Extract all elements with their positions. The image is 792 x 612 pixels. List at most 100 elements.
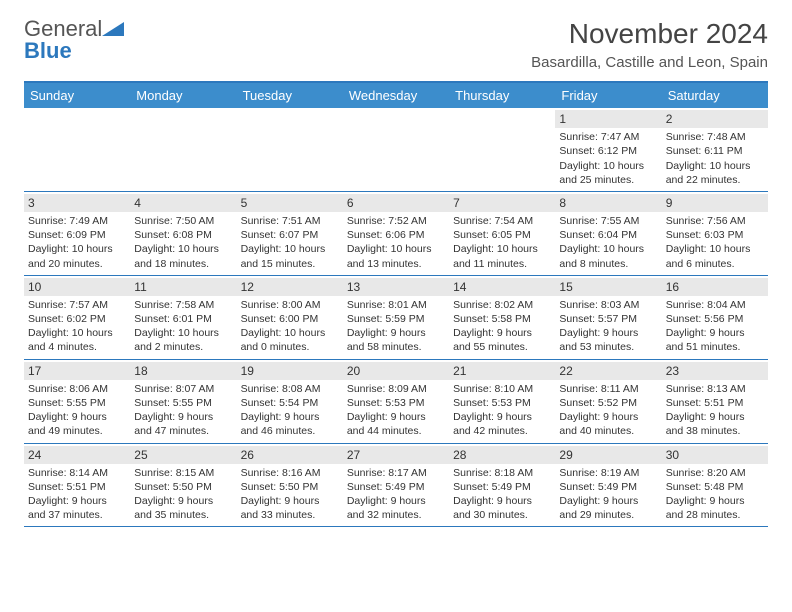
- week-row: 3Sunrise: 7:49 AMSunset: 6:09 PMDaylight…: [24, 192, 768, 276]
- sunrise-label: Sunrise: 8:17 AM: [347, 466, 445, 480]
- day-number: 15: [555, 278, 661, 296]
- day-number: 1: [555, 110, 661, 128]
- sunset-label: Sunset: 5:56 PM: [666, 312, 764, 326]
- day-number: 23: [662, 362, 768, 380]
- week-row: 10Sunrise: 7:57 AMSunset: 6:02 PMDayligh…: [24, 276, 768, 360]
- sunrise-label: Sunrise: 7:52 AM: [347, 214, 445, 228]
- daylight-label: Daylight: 10 hours and 25 minutes.: [559, 159, 657, 187]
- sunset-label: Sunset: 6:00 PM: [241, 312, 339, 326]
- weekday-header: Sunday: [24, 83, 130, 108]
- sunrise-label: Sunrise: 7:50 AM: [134, 214, 232, 228]
- day-number: [343, 110, 449, 112]
- sunset-label: Sunset: 6:11 PM: [666, 144, 764, 158]
- header-bar: General Blue November 2024 Basardilla, C…: [24, 18, 768, 71]
- sunrise-label: Sunrise: 8:08 AM: [241, 382, 339, 396]
- day-number: [24, 110, 130, 112]
- day-number: 24: [24, 446, 130, 464]
- daylight-label: Daylight: 10 hours and 8 minutes.: [559, 242, 657, 270]
- day-number: 16: [662, 278, 768, 296]
- sunrise-label: Sunrise: 8:10 AM: [453, 382, 551, 396]
- sunset-label: Sunset: 6:04 PM: [559, 228, 657, 242]
- sunset-label: Sunset: 6:02 PM: [28, 312, 126, 326]
- weekday-header: Wednesday: [343, 83, 449, 108]
- sunrise-label: Sunrise: 7:54 AM: [453, 214, 551, 228]
- logo: General Blue: [24, 18, 124, 62]
- day-cell: 29Sunrise: 8:19 AMSunset: 5:49 PMDayligh…: [555, 444, 661, 527]
- sunrise-label: Sunrise: 7:49 AM: [28, 214, 126, 228]
- day-cell: 26Sunrise: 8:16 AMSunset: 5:50 PMDayligh…: [237, 444, 343, 527]
- daylight-label: Daylight: 9 hours and 29 minutes.: [559, 494, 657, 522]
- month-title: November 2024: [531, 18, 768, 50]
- week-row: 1 Sunrise: 7:47 AMSunset: 6:12 PMDaylight…: [24, 108, 768, 192]
- logo-text: General Blue: [24, 18, 124, 62]
- sunrise-label: Sunrise: 7:51 AM: [241, 214, 339, 228]
- day-cell: 21Sunrise: 8:10 AMSunset: 5:53 PMDayligh…: [449, 360, 555, 443]
- day-cell: 13Sunrise: 8:01 AMSunset: 5:59 PMDayligh…: [343, 276, 449, 359]
- week-row: 24Sunrise: 8:14 AMSunset: 5:51 PMDayligh…: [24, 444, 768, 528]
- day-cell: 12Sunrise: 8:00 AMSunset: 6:00 PMDayligh…: [237, 276, 343, 359]
- sunset-label: Sunset: 6:12 PM: [559, 144, 657, 158]
- sunset-label: Sunset: 5:59 PM: [347, 312, 445, 326]
- day-cell: 22Sunrise: 8:11 AMSunset: 5:52 PMDayligh…: [555, 360, 661, 443]
- logo-word-b: Blue: [24, 38, 72, 63]
- sunset-label: Sunset: 5:49 PM: [453, 480, 551, 494]
- day-number: 12: [237, 278, 343, 296]
- day-cell: [237, 108, 343, 191]
- day-number: 13: [343, 278, 449, 296]
- daylight-label: Daylight: 9 hours and 38 minutes.: [666, 410, 764, 438]
- calendar: SundayMondayTuesdayWednesdayThursdayFrid…: [24, 81, 768, 527]
- day-cell: 23Sunrise: 8:13 AMSunset: 5:51 PMDayligh…: [662, 360, 768, 443]
- day-cell: 11Sunrise: 7:58 AMSunset: 6:01 PMDayligh…: [130, 276, 236, 359]
- day-number: 2: [662, 110, 768, 128]
- day-number: 4: [130, 194, 236, 212]
- day-number: 7: [449, 194, 555, 212]
- sunrise-label: Sunrise: 8:09 AM: [347, 382, 445, 396]
- day-cell: 5Sunrise: 7:51 AMSunset: 6:07 PMDaylight…: [237, 192, 343, 275]
- sunrise-label: Sunrise: 8:18 AM: [453, 466, 551, 480]
- sunset-label: Sunset: 5:50 PM: [241, 480, 339, 494]
- daylight-label: Daylight: 10 hours and 4 minutes.: [28, 326, 126, 354]
- day-number: 18: [130, 362, 236, 380]
- daylight-label: Daylight: 10 hours and 18 minutes.: [134, 242, 232, 270]
- sunset-label: Sunset: 5:49 PM: [347, 480, 445, 494]
- day-number: [449, 110, 555, 112]
- sunrise-label: Sunrise: 8:14 AM: [28, 466, 126, 480]
- day-number: 3: [24, 194, 130, 212]
- daylight-label: Daylight: 9 hours and 55 minutes.: [453, 326, 551, 354]
- sunrise-label: Sunrise: 7:47 AM: [559, 130, 657, 144]
- day-number: 6: [343, 194, 449, 212]
- sunset-label: Sunset: 5:53 PM: [453, 396, 551, 410]
- daylight-label: Daylight: 10 hours and 11 minutes.: [453, 242, 551, 270]
- day-number: 9: [662, 194, 768, 212]
- daylight-label: Daylight: 9 hours and 46 minutes.: [241, 410, 339, 438]
- day-cell: 4Sunrise: 7:50 AMSunset: 6:08 PMDaylight…: [130, 192, 236, 275]
- day-number: 27: [343, 446, 449, 464]
- day-cell: 9Sunrise: 7:56 AMSunset: 6:03 PMDaylight…: [662, 192, 768, 275]
- daylight-label: Daylight: 9 hours and 51 minutes.: [666, 326, 764, 354]
- daylight-label: Daylight: 10 hours and 20 minutes.: [28, 242, 126, 270]
- day-cell: 1 Sunrise: 7:47 AMSunset: 6:12 PMDaylight…: [555, 108, 661, 191]
- sunset-label: Sunset: 5:48 PM: [666, 480, 764, 494]
- sunset-label: Sunset: 6:06 PM: [347, 228, 445, 242]
- sunset-label: Sunset: 5:58 PM: [453, 312, 551, 326]
- daylight-label: Daylight: 9 hours and 33 minutes.: [241, 494, 339, 522]
- weekday-header: Tuesday: [237, 83, 343, 108]
- sunrise-label: Sunrise: 8:11 AM: [559, 382, 657, 396]
- sunrise-label: Sunrise: 7:56 AM: [666, 214, 764, 228]
- weekday-header-row: SundayMondayTuesdayWednesdayThursdayFrid…: [24, 83, 768, 108]
- day-cell: 17Sunrise: 8:06 AMSunset: 5:55 PMDayligh…: [24, 360, 130, 443]
- daylight-label: Daylight: 9 hours and 42 minutes.: [453, 410, 551, 438]
- day-cell: 2Sunrise: 7:48 AMSunset: 6:11 PMDaylight…: [662, 108, 768, 191]
- daylight-label: Daylight: 9 hours and 40 minutes.: [559, 410, 657, 438]
- daylight-label: Daylight: 10 hours and 2 minutes.: [134, 326, 232, 354]
- sunrise-label: Sunrise: 8:07 AM: [134, 382, 232, 396]
- day-number: 5: [237, 194, 343, 212]
- day-cell: 19Sunrise: 8:08 AMSunset: 5:54 PMDayligh…: [237, 360, 343, 443]
- sunset-label: Sunset: 5:51 PM: [666, 396, 764, 410]
- day-cell: 18Sunrise: 8:07 AMSunset: 5:55 PMDayligh…: [130, 360, 236, 443]
- day-cell: 28Sunrise: 8:18 AMSunset: 5:49 PMDayligh…: [449, 444, 555, 527]
- day-cell: 10Sunrise: 7:57 AMSunset: 6:02 PMDayligh…: [24, 276, 130, 359]
- day-cell: 24Sunrise: 8:14 AMSunset: 5:51 PMDayligh…: [24, 444, 130, 527]
- day-cell: 16Sunrise: 8:04 AMSunset: 5:56 PMDayligh…: [662, 276, 768, 359]
- weekday-header: Friday: [555, 83, 661, 108]
